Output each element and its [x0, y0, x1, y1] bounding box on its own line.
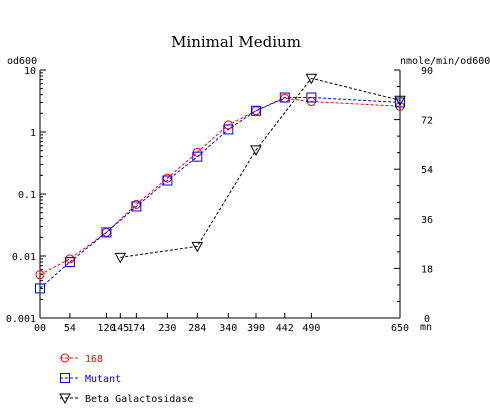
series-line	[39, 97, 401, 276]
y-left-tick-label: 1	[30, 128, 36, 139]
legend-label: Mutant	[85, 374, 121, 385]
y-right-tick-label: 90	[421, 66, 433, 77]
x-tick-label: 284	[188, 323, 206, 334]
series-layer	[35, 73, 406, 294]
data-point	[395, 97, 405, 108]
x-tick-label: 54	[64, 323, 76, 334]
y-right-tick-label: 54	[421, 165, 433, 176]
x-tick-label: 650	[391, 323, 409, 334]
legend-label: 168	[85, 354, 103, 365]
y-right-tick-label: 72	[421, 116, 433, 127]
chart-title: Minimal Medium	[171, 33, 301, 51]
legend-marker	[60, 373, 70, 383]
series-0	[35, 93, 405, 280]
data-point	[279, 92, 290, 103]
data-point	[162, 175, 173, 186]
x-tick-label: 00	[34, 323, 46, 334]
data-point	[35, 283, 45, 294]
series-1	[35, 92, 405, 294]
legend-item: Beta Galactosidase	[59, 393, 193, 405]
x-tick-label: 230	[158, 323, 176, 334]
data-point	[35, 270, 45, 280]
y-right-tick-label: 18	[421, 264, 433, 275]
x-tick-label: 174	[127, 323, 145, 334]
data-point	[223, 124, 234, 135]
legend-item: Mutant	[60, 373, 121, 385]
x-axis-unit-label: mn	[420, 322, 432, 333]
data-point	[191, 241, 204, 253]
data-point	[250, 145, 262, 156]
legend-item: 168	[60, 353, 103, 365]
data-point	[305, 73, 318, 85]
data-point	[306, 92, 317, 103]
y-right-tick-label: 36	[421, 215, 433, 226]
series-line	[120, 77, 401, 258]
x-tick-label: 490	[302, 323, 320, 334]
y-right-axis-label: nmole/min/od600	[400, 56, 490, 67]
legend-label: Beta Galactosidase	[85, 394, 193, 405]
x-tick-label: 390	[247, 323, 265, 334]
x-tick-label: 120	[97, 323, 115, 334]
series-2	[114, 73, 406, 264]
data-point	[64, 257, 75, 268]
legend-marker	[59, 393, 71, 405]
y-right-tick-label: 0	[424, 314, 430, 325]
data-point	[251, 105, 261, 116]
y-left-tick-label: 0.01	[12, 252, 36, 263]
x-tick-label: 442	[276, 323, 294, 334]
x-tick-label: 340	[219, 323, 237, 334]
data-point	[114, 252, 127, 264]
series-line	[39, 97, 401, 289]
legend-marker	[60, 353, 70, 363]
data-point	[131, 201, 142, 212]
legend: 168 Mutant Beta Galactosidase	[59, 353, 193, 405]
data-point	[101, 227, 112, 238]
y-left-tick-label: 0.1	[18, 190, 36, 201]
y-left-axis-label: od600	[7, 56, 37, 67]
data-point	[394, 95, 406, 107]
y-left-tick-label: 0.001	[6, 314, 36, 325]
y-left-tick-label: 10	[24, 66, 36, 77]
data-point	[192, 151, 203, 162]
x-tick-label: 145	[111, 323, 129, 334]
